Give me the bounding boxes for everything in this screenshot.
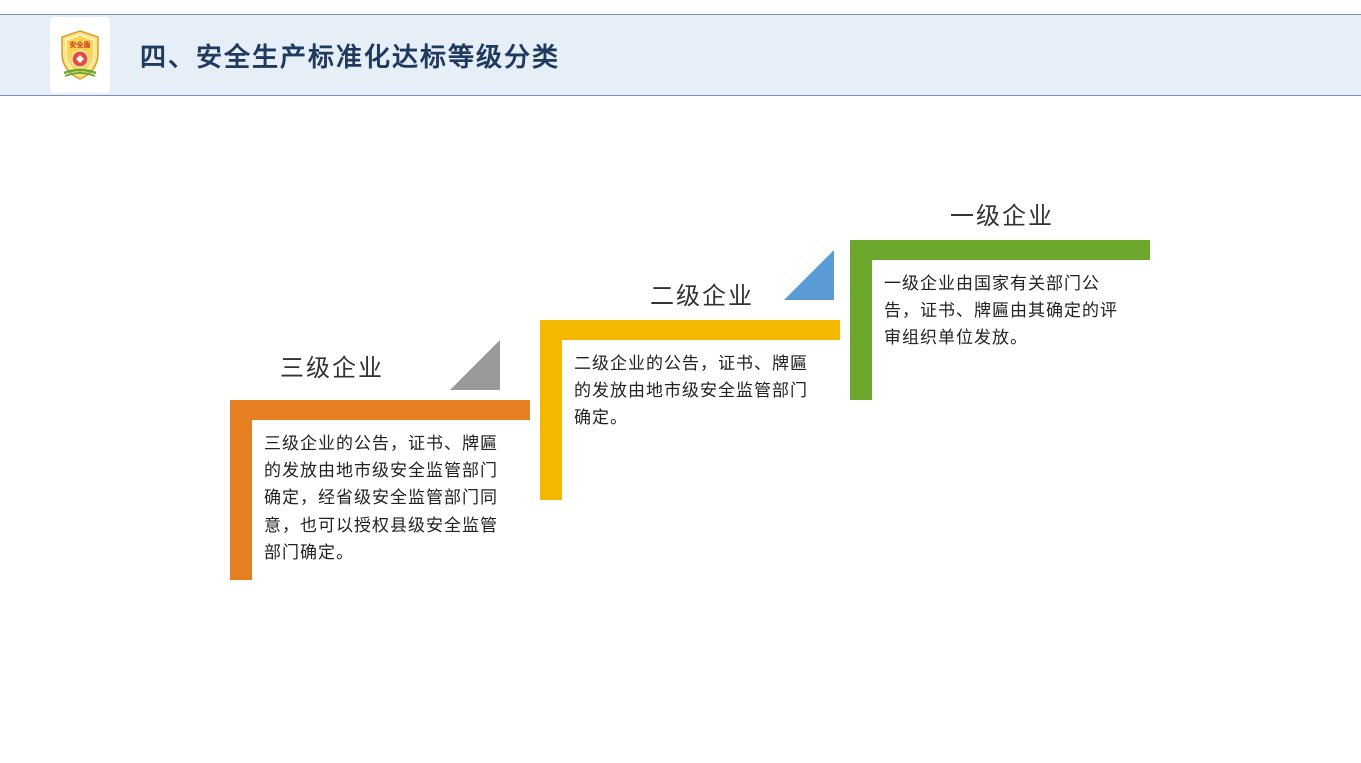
step-triangle-2 <box>784 250 834 300</box>
page-header: 安全盾 四、安全生产标准化达标等级分类 <box>0 14 1361 96</box>
steps-diagram: 三级企业 三级企业的公告，证书、牌匾的发放由地市级安全监管部门确定，经省级安全监… <box>0 180 1361 740</box>
step-desc-2: 二级企业的公告，证书、牌匾的发放由地市级安全监管部门确定。 <box>574 350 822 432</box>
step-desc-3: 三级企业的公告，证书、牌匾的发放由地市级安全监管部门确定，经省级安全监管部门同意… <box>264 430 512 566</box>
step-title-2: 二级企业 <box>650 276 754 311</box>
safety-shield-logo: 安全盾 <box>50 17 110 93</box>
step-desc-1: 一级企业由国家有关部门公告，证书、牌匾由其确定的评审组织单位发放。 <box>884 270 1132 352</box>
shield-icon: 安全盾 <box>58 29 102 81</box>
page-title: 四、安全生产标准化达标等级分类 <box>140 37 560 74</box>
step-title-1: 一级企业 <box>950 196 1054 231</box>
step-title-3: 三级企业 <box>280 348 384 383</box>
step-triangle-3 <box>450 340 500 390</box>
svg-text:安全盾: 安全盾 <box>70 40 91 49</box>
